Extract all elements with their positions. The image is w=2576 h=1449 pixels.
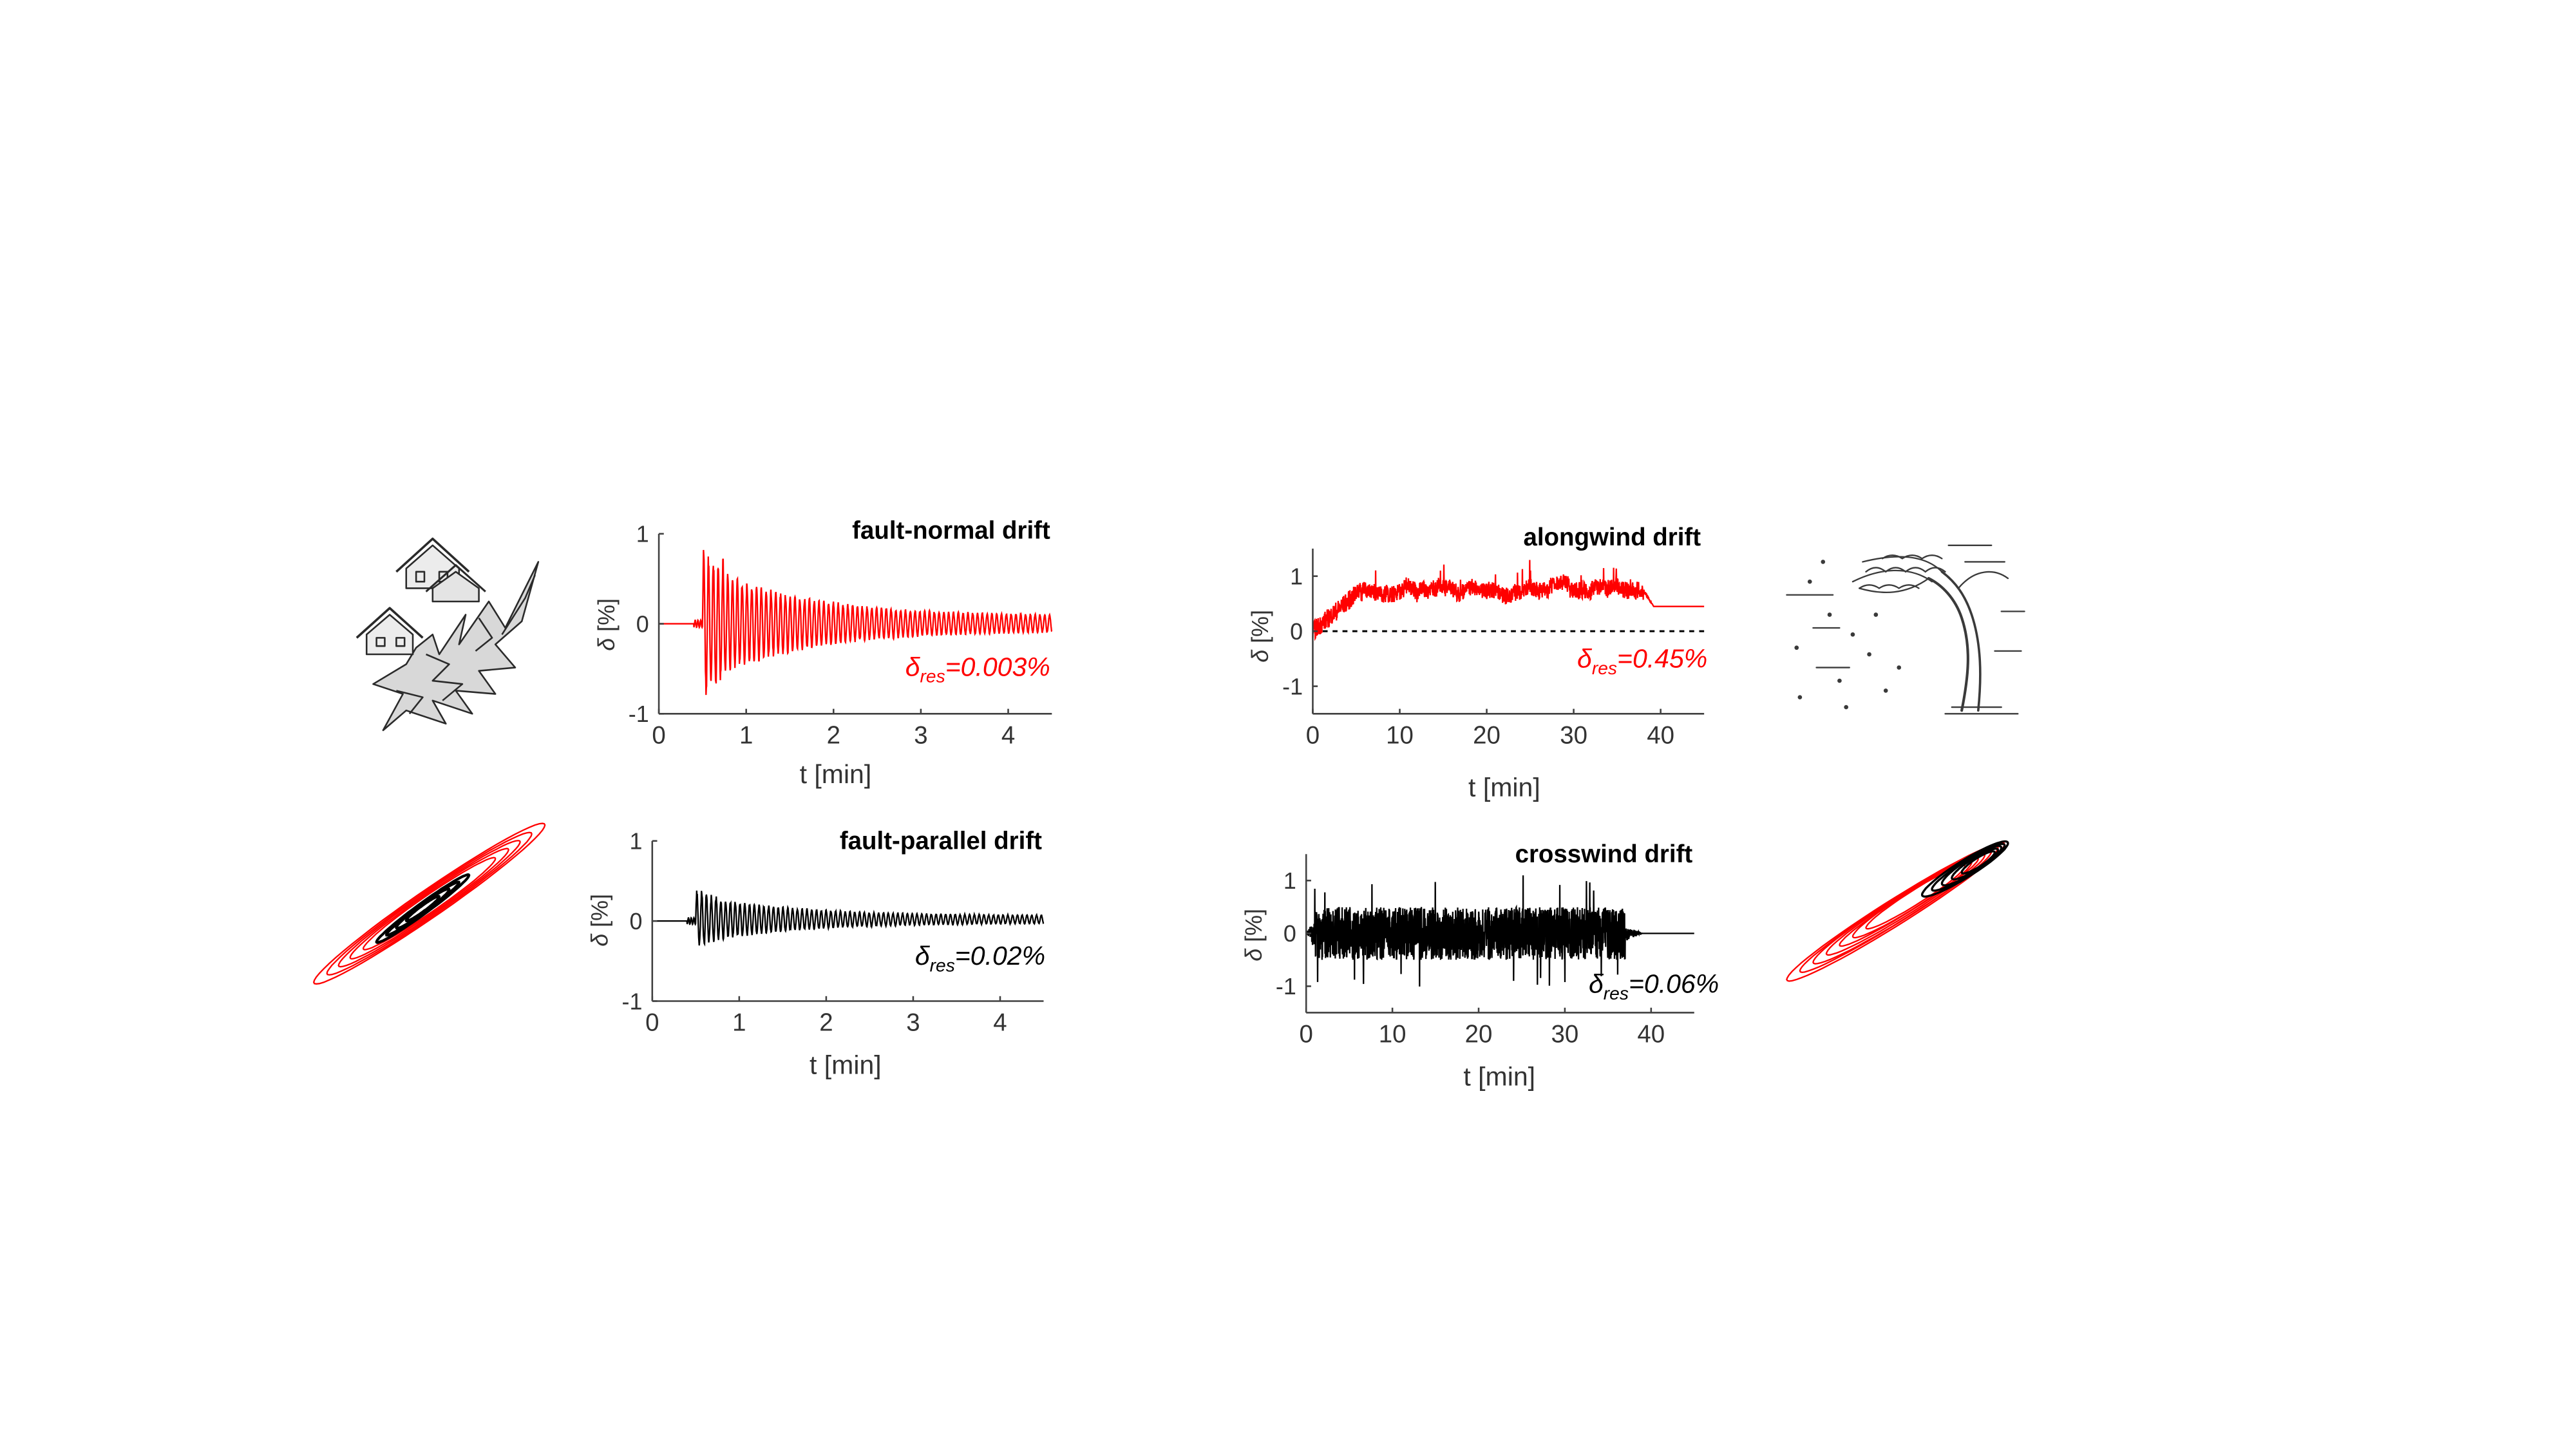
x-tick-label: 10: [1379, 1021, 1406, 1048]
x-axis-label: t [min]: [810, 1050, 882, 1079]
house-icon: [425, 564, 486, 603]
x-tick-label: 40: [1637, 1021, 1665, 1048]
x-tick-label: 0: [645, 1009, 659, 1037]
chart-alongwind: alongwind drift δ [%] t [min] δres=0.45%…: [1247, 524, 1707, 802]
x-tick-label: 1: [732, 1009, 746, 1037]
hysteresis-cycle: [326, 831, 533, 976]
wind-tree-illustration: [1786, 544, 2025, 715]
hysteresis-cycle: [312, 822, 546, 985]
x-tick-label: 20: [1465, 1021, 1493, 1048]
earthquake-illustration: [355, 537, 540, 732]
x-tick-label: 2: [827, 721, 840, 749]
y-tick-label: 1: [1283, 868, 1296, 894]
hysteresis-cycle: [404, 895, 441, 923]
y-tick-label: 0: [1283, 921, 1296, 947]
chart-crosswind: crosswind drift δ [%] t [min] δres=0.06%…: [1241, 840, 1719, 1091]
hysteresis-cycle: [337, 840, 521, 968]
hysteresis-loop-wind: [1786, 840, 2009, 982]
hysteresis-cycle: [362, 857, 497, 951]
y-tick-label: 0: [629, 909, 642, 934]
hysteresis-loop-earthquake: [312, 822, 546, 985]
chart-fault-normal: fault-normal drift δ [%] t [min] δres=0.…: [594, 517, 1053, 789]
x-axis-label: t [min]: [1468, 773, 1540, 802]
residual-drift-label: δres=0.003%: [905, 652, 1050, 686]
x-tick-label: 20: [1473, 721, 1501, 749]
x-axis-label: t [min]: [1463, 1061, 1535, 1091]
y-axis-label: δ [%]: [587, 894, 613, 947]
x-tick-label: 10: [1386, 721, 1414, 749]
x-tick-label: 40: [1647, 721, 1674, 749]
y-tick-label: -1: [629, 701, 649, 727]
residual-drift-label: δres=0.06%: [1589, 969, 1719, 1003]
y-tick-label: -1: [622, 989, 643, 1014]
x-tick-label: 2: [819, 1009, 833, 1037]
y-tick-label: -1: [1282, 674, 1303, 699]
y-tick-label: -1: [1276, 974, 1296, 999]
residual-drift-label: δres=0.02%: [915, 941, 1045, 975]
hysteresis-cycle: [1960, 850, 1996, 875]
hysteresis-cycle: [1865, 864, 1966, 930]
series-line: [659, 549, 1053, 696]
chart-fault-parallel: fault-parallel drift δ [%] t [min] δres=…: [587, 828, 1045, 1080]
x-tick-label: 0: [652, 721, 665, 749]
hysteresis-cycle: [1786, 842, 2006, 982]
chart-title: crosswind drift: [1515, 840, 1693, 868]
y-tick-label: 1: [629, 829, 642, 855]
chart-title: fault-parallel drift: [840, 828, 1042, 855]
hysteresis-cycle: [349, 848, 509, 960]
x-tick-label: 1: [739, 721, 753, 749]
x-tick-label: 4: [993, 1009, 1007, 1037]
series-line: [1305, 875, 1694, 987]
x-tick-label: 3: [906, 1009, 920, 1037]
y-tick-label: 0: [1290, 619, 1303, 645]
chart-title: fault-normal drift: [852, 517, 1050, 545]
y-tick-label: 1: [636, 522, 649, 547]
y-tick-label: 1: [1290, 564, 1303, 589]
series-line: [652, 890, 1045, 947]
y-tick-label: 0: [636, 611, 649, 637]
hysteresis-cycle: [395, 887, 451, 930]
x-tick-label: 3: [914, 721, 927, 749]
hysteresis-cycle: [1825, 853, 1986, 956]
x-axis-label: t [min]: [800, 759, 872, 789]
house-icon: [355, 607, 424, 656]
x-tick-label: 4: [1001, 721, 1015, 749]
residual-drift-label: δres=0.45%: [1577, 644, 1707, 678]
x-tick-label: 0: [1300, 1021, 1313, 1048]
hysteresis-cycle: [1812, 849, 1993, 965]
chart-title: alongwind drift: [1523, 524, 1701, 551]
series-line: [1312, 560, 1705, 641]
y-axis-label: δ [%]: [1241, 909, 1267, 961]
x-tick-label: 30: [1551, 1021, 1579, 1048]
y-axis-label: δ [%]: [1247, 610, 1273, 663]
plot-area: 0 1 2 3 410-1: [629, 522, 1053, 749]
y-axis-label: δ [%]: [594, 598, 620, 651]
plot-area: 0 1 2 3 410-1: [622, 829, 1045, 1037]
x-tick-label: 30: [1560, 721, 1587, 749]
hysteresis-cycle: [375, 873, 471, 944]
x-tick-label: 0: [1306, 721, 1320, 749]
